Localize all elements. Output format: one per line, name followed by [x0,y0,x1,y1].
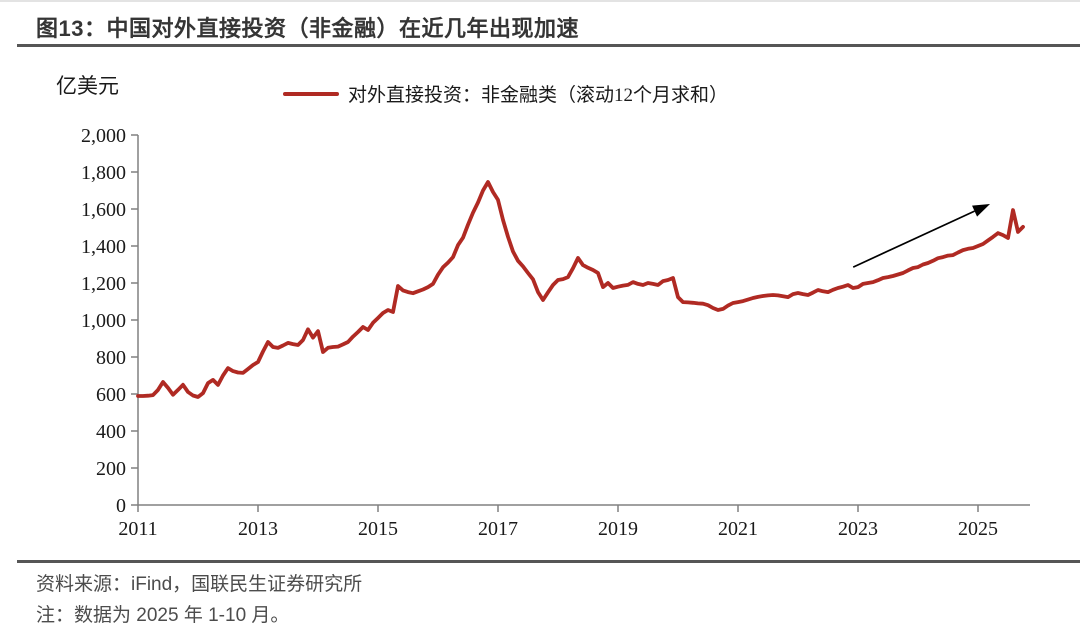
footer-divider [17,560,1080,563]
x-tick-label: 2015 [358,518,398,540]
x-tick-label: 2017 [478,518,518,540]
y-tick-label: 200 [96,458,126,480]
x-tick-label: 2021 [718,518,758,540]
x-tick-label: 2011 [118,518,157,540]
legend-label: 对外直接投资：非金融类（滚动12个月求和） [348,85,729,106]
top-divider [0,0,1080,2]
y-tick-label: 1,400 [81,236,126,258]
y-tick-label: 1,000 [81,310,126,332]
y-tick-label: 600 [96,384,126,406]
title-underline [17,44,1080,47]
trend-arrow-line [852,210,975,268]
y-tick-label: 2,000 [81,125,126,147]
trend-arrow-head [972,204,990,217]
y-tick-label: 1,200 [81,273,126,295]
x-tick-label: 2019 [598,518,638,540]
figure-title: 图13：中国对外直接投资（非金融）在近几年出现加速 [36,16,579,41]
x-tick-label: 2025 [958,518,998,540]
y-tick-label: 1,800 [81,162,126,184]
odi-line-series [136,180,1025,399]
y-axis-unit-label: 亿美元 [56,74,119,98]
y-tick-label: 0 [116,495,126,517]
source-text: 资料来源：iFind，国联民生证券研究所 [36,574,363,595]
y-tick-label: 800 [96,347,126,369]
legend: 对外直接投资：非金融类（滚动12个月求和） [283,80,728,107]
y-tick-label: 1,600 [81,199,126,221]
y-tick-label: 400 [96,421,126,443]
note-text: 注：数据为 2025 年 1-10 月。 [36,605,290,626]
legend-line-swatch [283,91,339,96]
x-tick-label: 2023 [838,518,878,540]
x-tick-label: 2013 [238,518,278,540]
